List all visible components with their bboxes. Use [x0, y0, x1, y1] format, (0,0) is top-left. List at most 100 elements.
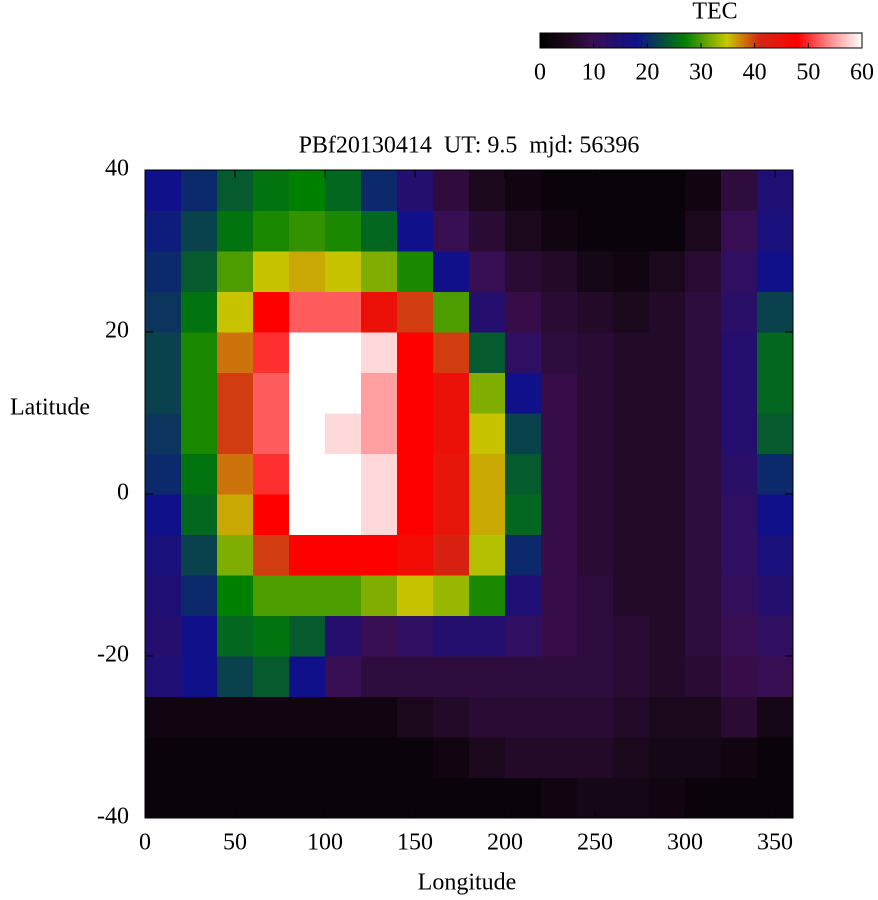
heatmap-cell	[181, 575, 218, 616]
heatmap-cell	[649, 332, 686, 373]
heatmap-cell	[685, 696, 722, 738]
heatmap-cell	[649, 251, 686, 292]
heatmap-cell	[433, 615, 470, 657]
colorbar-segment	[582, 33, 587, 48]
heatmap-cell	[505, 453, 542, 495]
heatmap-cell	[721, 210, 758, 252]
colorbar-segment	[735, 33, 740, 48]
colorbar-segment	[658, 33, 662, 48]
colorbar-segment	[840, 33, 844, 48]
heatmap-cell	[181, 291, 218, 333]
heatmap-cell	[217, 656, 254, 697]
colorbar-segment	[628, 33, 632, 48]
heatmap-cell	[505, 251, 542, 292]
heatmap-cell	[613, 332, 650, 373]
heatmap-cell	[757, 696, 794, 738]
heatmap-cell	[325, 332, 362, 373]
colorbar-segment	[703, 33, 707, 48]
heatmap-cell	[361, 291, 398, 333]
heatmap-cell	[253, 413, 290, 454]
colorbar-segment	[762, 33, 766, 48]
heatmap-cell	[433, 453, 470, 495]
heatmap-cell	[325, 251, 362, 292]
colorbar-segment	[668, 33, 672, 48]
heatmap-cell	[469, 696, 506, 738]
colorbar-segment	[569, 33, 573, 48]
heatmap-cell	[577, 534, 614, 576]
heatmap-cell	[613, 170, 650, 211]
heatmap-cell	[757, 534, 794, 576]
heatmap-cell	[325, 210, 362, 252]
colorbar-segment	[797, 33, 801, 48]
heatmap-cell	[289, 534, 326, 576]
heatmap-cell	[289, 777, 326, 819]
heatmap-cell	[505, 332, 542, 373]
heatmap-cell	[541, 737, 578, 778]
heatmap-cell	[577, 615, 614, 657]
heatmap-cell	[145, 413, 182, 454]
colorbar-segment	[590, 33, 595, 48]
heatmap-cell	[721, 332, 758, 373]
heatmap-cell	[685, 777, 722, 819]
heatmap-cell	[253, 453, 290, 495]
colorbar-segment	[612, 33, 616, 48]
heatmap-cell	[541, 251, 578, 292]
heatmap-cell	[505, 777, 542, 819]
colorbar-segment	[778, 33, 782, 48]
heatmap-cell	[721, 737, 758, 778]
colorbar-segment	[564, 33, 568, 48]
heatmap-cell	[325, 413, 362, 454]
colorbar-segment	[733, 33, 737, 48]
heatmap-cell	[433, 372, 470, 414]
heatmap-cell	[613, 494, 650, 535]
colorbar-segment	[545, 33, 549, 48]
heatmap-cell	[469, 575, 506, 616]
heatmap-cell	[469, 332, 506, 373]
colorbar-segment	[856, 33, 860, 48]
colorbar-segment	[743, 33, 748, 48]
heatmap-cell	[469, 291, 506, 333]
colorbar-segment	[794, 33, 799, 48]
heatmap-cell	[469, 210, 506, 252]
heatmap-cell	[181, 372, 218, 414]
heatmap-cell	[469, 615, 506, 657]
heatmap-cell	[181, 332, 218, 373]
heatmap-cell	[685, 737, 722, 778]
heatmap-cell	[145, 534, 182, 576]
heatmap-cell	[433, 494, 470, 535]
heatmap-cell	[253, 575, 290, 616]
colorbar-segment	[620, 33, 624, 48]
colorbar-segment	[789, 33, 793, 48]
colorbar-segment	[701, 33, 705, 48]
heatmap-cell	[325, 696, 362, 738]
heatmap-cell	[181, 777, 218, 819]
x-tick-label: 250	[577, 830, 613, 856]
heatmap-cell	[361, 210, 398, 252]
colorbar-segment	[746, 33, 750, 48]
x-tick-label: 300	[667, 830, 703, 856]
heatmap-cell	[757, 615, 794, 657]
colorbar-segment	[588, 33, 592, 48]
heatmap-cell	[577, 575, 614, 616]
heatmap-cell	[145, 210, 182, 252]
heatmap-cell	[685, 210, 722, 252]
heatmap-cell	[217, 494, 254, 535]
colorbar-segment	[644, 33, 648, 48]
heatmap-cell	[253, 737, 290, 778]
x-axis-label: Longitude	[418, 870, 517, 896]
colorbar-segment	[604, 33, 608, 48]
colorbar-segment	[741, 33, 745, 48]
heatmap-cell	[397, 575, 434, 616]
heatmap-cell	[541, 615, 578, 657]
heatmap-cell	[757, 494, 794, 535]
colorbar-segment	[574, 33, 579, 48]
colorbar-segment	[558, 33, 562, 48]
heatmap-cell	[253, 170, 290, 211]
heatmap-cell	[361, 332, 398, 373]
heatmap-cell	[433, 777, 470, 819]
heatmap-cell	[181, 656, 218, 697]
colorbar-segment	[585, 33, 589, 48]
heatmap-cell	[181, 615, 218, 657]
heatmap-cell	[181, 737, 218, 778]
heatmap-cell	[541, 413, 578, 454]
